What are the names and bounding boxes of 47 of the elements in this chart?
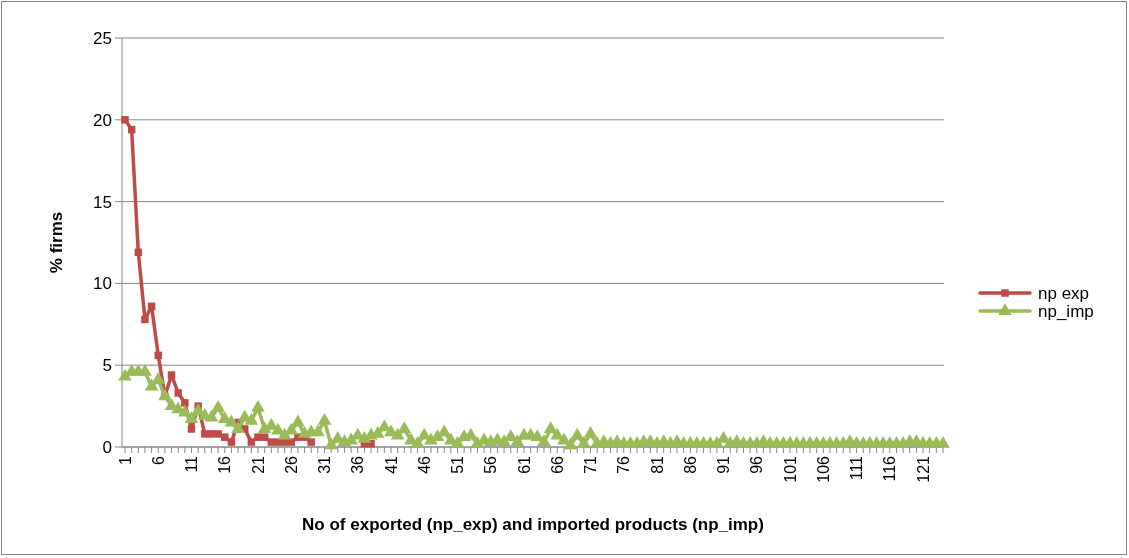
x-tick-label: 76	[615, 455, 633, 474]
y-tick-label: 0	[102, 437, 112, 457]
x-axis-title: No of exported (np_exp) and imported products (np_imp)	[302, 515, 764, 534]
y-tick-label: 10	[93, 274, 112, 294]
x-tick-label: 21	[249, 455, 267, 474]
x-tick-label: 66	[548, 455, 566, 474]
x-tick-label: 46	[415, 455, 433, 474]
x-tick-label: 31	[316, 455, 334, 474]
point	[121, 116, 129, 124]
point	[174, 389, 182, 397]
x-tick-label: 111	[848, 455, 866, 481]
x-tick-label: 11	[183, 455, 201, 473]
x-tick-label: 71	[582, 455, 600, 474]
point	[247, 438, 256, 446]
x-tick-label: 96	[748, 455, 766, 474]
x-tick-label: 6	[149, 455, 167, 465]
point	[221, 433, 229, 441]
x-tick-label: 36	[349, 455, 367, 474]
y-tick-label: 20	[93, 110, 112, 130]
y-tick-label: 15	[93, 192, 112, 212]
point	[187, 425, 196, 433]
x-tick-label: 51	[449, 455, 467, 474]
point	[214, 430, 222, 438]
legend-label: np exp	[1038, 283, 1090, 303]
x-tick-label: 106	[814, 455, 832, 483]
x-tick-label: 16	[216, 455, 234, 474]
point	[307, 438, 315, 446]
x-tick-label: 116	[881, 455, 899, 482]
point	[141, 315, 149, 324]
x-tick-label: 101	[781, 455, 799, 483]
point	[167, 371, 176, 379]
x-tick-label: 1	[116, 455, 134, 465]
y-tick-label: 5	[102, 356, 112, 376]
x-tick-label: 41	[382, 455, 400, 474]
x-tick-label: 91	[715, 455, 733, 474]
x-tick-label: 26	[282, 455, 300, 474]
point	[227, 438, 236, 446]
point	[260, 433, 269, 441]
y-tick-label: 25	[93, 28, 112, 48]
x-tick-label: 56	[482, 455, 500, 474]
x-tick-label: 86	[681, 455, 699, 474]
x-tick-label: 121	[914, 455, 932, 483]
y-axis-title: % firms	[47, 211, 66, 274]
x-tick-label: 81	[648, 455, 666, 474]
x-tick-label: 61	[515, 455, 533, 474]
point	[181, 399, 189, 407]
legend-label: np_imp	[1038, 301, 1094, 321]
